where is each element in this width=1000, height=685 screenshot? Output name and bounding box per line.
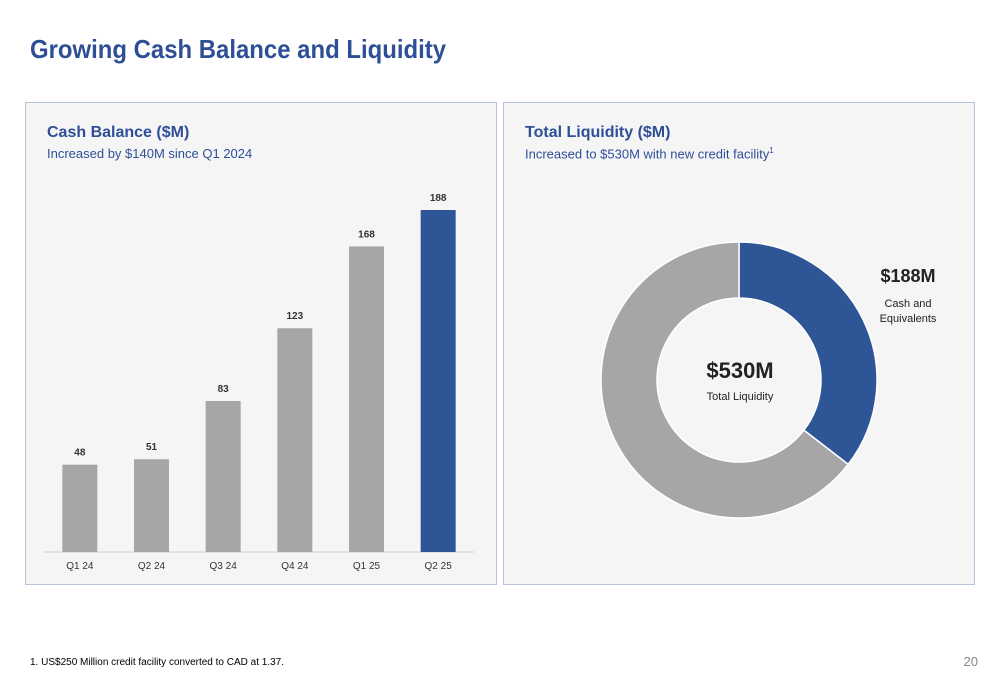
x-tick-label: Q4 24 [281, 561, 309, 572]
bar-value-label: 48 [74, 448, 86, 459]
total-liquidity-donut-chart: $530M Total Liquidity $188M Cash and Equ… [600, 241, 937, 519]
donut-slice-cash [738, 241, 878, 466]
cash-callout-label-line1: Cash and [884, 298, 931, 310]
bar-q4-24 [277, 328, 313, 552]
footnote-marker: 1 [769, 146, 774, 155]
bar-q1-24 [62, 464, 98, 552]
donut-center-value: $530M [706, 358, 773, 383]
footnote: 1. US$250 Million credit facility conver… [30, 657, 285, 668]
x-tick-label: Q2 24 [138, 561, 166, 572]
x-tick-label: Q1 24 [66, 561, 94, 572]
bar-value-label: 168 [358, 229, 375, 240]
bar-value-label: 123 [286, 311, 303, 322]
bar-q2-24 [134, 459, 169, 552]
total-liquidity-subtitle-text: Increased to $530M with new credit facil… [525, 146, 770, 162]
cash-balance-subtitle: Increased by $140M since Q1 2024 [47, 146, 253, 161]
page-title: Growing Cash Balance and Liquidity [30, 34, 446, 64]
donut-center-label: Total Liquidity [707, 391, 774, 403]
bar-value-label: 51 [146, 442, 158, 453]
donut-slice-other [600, 241, 850, 519]
x-tick-label: Q2 25 [425, 561, 453, 572]
cash-balance-title: Cash Balance ($M) [47, 124, 190, 141]
page-number: 20 [963, 654, 978, 669]
total-liquidity-subtitle: Increased to $530M with new credit facil… [525, 146, 774, 161]
cash-callout-value: $188M [880, 266, 935, 286]
cash-balance-panel: Cash Balance ($M) Increased by $140M sin… [25, 102, 497, 585]
bar-q1-25 [349, 246, 384, 552]
bar-q3-24 [205, 401, 241, 552]
total-liquidity-panel: Total Liquidity ($M) Increased to $530M … [503, 102, 975, 585]
bar-value-label: 188 [430, 193, 447, 204]
bar-q2-25 [420, 210, 456, 552]
cash-callout-label-line2: Equivalents [880, 313, 937, 325]
total-liquidity-title: Total Liquidity ($M) [525, 124, 671, 141]
x-tick-label: Q3 24 [210, 561, 238, 572]
bar-value-label: 83 [218, 384, 230, 395]
cash-balance-bar-chart: 48 Q1 24 51 Q2 24 83 Q3 24 123 Q4 24 168 Q1 25 188… [44, 193, 474, 572]
x-tick-label: Q1 25 [353, 561, 381, 572]
